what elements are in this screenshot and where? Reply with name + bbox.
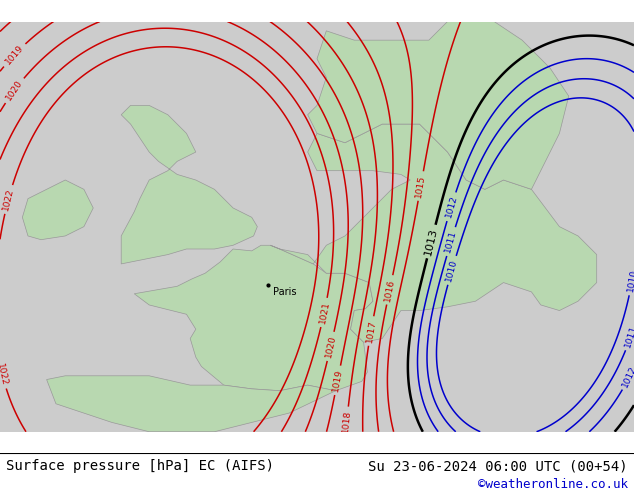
Text: Paris: Paris bbox=[273, 287, 297, 296]
Text: ©weatheronline.co.uk: ©weatheronline.co.uk bbox=[477, 478, 628, 490]
Text: 1020: 1020 bbox=[4, 78, 25, 102]
Polygon shape bbox=[22, 180, 93, 240]
Text: 1017: 1017 bbox=[365, 319, 377, 343]
Text: 1011: 1011 bbox=[444, 229, 458, 254]
Text: 1013: 1013 bbox=[424, 227, 439, 256]
Text: 1019: 1019 bbox=[331, 368, 344, 392]
Polygon shape bbox=[121, 105, 257, 264]
Text: 1015: 1015 bbox=[415, 174, 427, 198]
Text: 1016: 1016 bbox=[383, 278, 396, 302]
Text: 1011: 1011 bbox=[623, 324, 634, 348]
Text: 1012: 1012 bbox=[621, 364, 634, 389]
Text: 1021: 1021 bbox=[318, 300, 331, 324]
Polygon shape bbox=[134, 245, 373, 391]
Polygon shape bbox=[47, 376, 335, 432]
Polygon shape bbox=[270, 124, 597, 342]
Polygon shape bbox=[307, 12, 569, 189]
Text: 1020: 1020 bbox=[324, 334, 337, 359]
Text: 1019: 1019 bbox=[3, 43, 25, 67]
Text: 1010: 1010 bbox=[626, 269, 634, 293]
Text: Su 23-06-2024 06:00 UTC (00+54): Su 23-06-2024 06:00 UTC (00+54) bbox=[368, 459, 628, 473]
Text: 1022: 1022 bbox=[0, 362, 9, 386]
Text: 1018: 1018 bbox=[341, 410, 353, 433]
Text: Surface pressure [hPa] EC (AIFS): Surface pressure [hPa] EC (AIFS) bbox=[6, 459, 275, 473]
Text: 1022: 1022 bbox=[1, 187, 15, 212]
Text: 1010: 1010 bbox=[444, 258, 459, 283]
Text: 1012: 1012 bbox=[444, 195, 458, 219]
